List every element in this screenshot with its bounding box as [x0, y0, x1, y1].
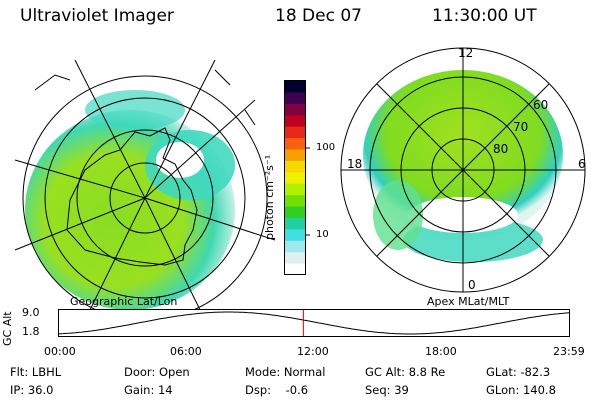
colorbar-swatch	[285, 240, 305, 253]
info-dsp: Dsp: -0.6	[245, 383, 309, 397]
gc-alt-xtick-0000: 00:00	[44, 345, 76, 358]
colorbar-tick-10: 10	[316, 229, 329, 240]
colorbar-tick-100: 100	[316, 142, 336, 153]
magnetic-caption: Apex MLat/MLT	[427, 295, 510, 308]
info-gain: Gain: 14	[124, 383, 173, 397]
colorbar-swatch	[285, 229, 305, 242]
gc-alt-xtick-1800: 18:00	[425, 345, 457, 358]
gc-alt-ylabel: GC Alt	[1, 311, 14, 346]
colorbar-swatch	[285, 126, 305, 139]
colorbar-swatch	[285, 103, 305, 116]
info-gcalt: GC Alt: 8.8 Re	[365, 365, 446, 379]
colorbar-swatch	[285, 149, 305, 162]
gc-alt-curve	[57, 311, 571, 335]
colorbar	[284, 80, 310, 276]
colorbar-swatch	[285, 206, 305, 219]
gc-alt-ytick-high: 9.0	[22, 306, 40, 319]
info-ip: IP: 36.0	[10, 383, 54, 397]
mlt-label-18: 18	[347, 157, 363, 171]
mlt-label-0: 0	[468, 278, 476, 292]
gc-alt-xtick-2359: 23:59	[553, 345, 585, 358]
colorbar-swatch	[285, 183, 305, 196]
colorbar-swatch	[285, 263, 305, 276]
mlat-label-60: 60	[533, 98, 549, 112]
gc-alt-ytick-low: 1.8	[22, 325, 40, 338]
info-glon: GLon: 140.8	[486, 383, 556, 397]
gc-alt-xtick-1200: 12:00	[297, 345, 329, 358]
instrument-title: Ultraviolet Imager	[20, 6, 174, 26]
colorbar-swatch	[285, 195, 305, 208]
info-mode: Mode: Normal	[245, 365, 326, 379]
magnetic-polar-image	[340, 47, 586, 293]
info-seq: Seq: 39	[365, 383, 409, 397]
info-flt: Flt: LBHL	[10, 365, 62, 379]
colorbar-swatch	[285, 115, 305, 128]
colorbar-unit-label: photon cm⁻²s⁻¹	[263, 154, 276, 240]
colorbar-swatch	[285, 172, 305, 185]
geographic-caption: Geographic Lat/Lon	[70, 295, 178, 308]
info-glat: GLat: -82.3	[486, 365, 551, 379]
date-label: 18 Dec 07	[275, 6, 362, 26]
geo-grid	[22, 75, 268, 321]
mlt-label-12: 12	[458, 46, 474, 60]
colorbar-swatch	[285, 92, 305, 105]
colorbar-swatch	[285, 252, 305, 265]
colorbar-swatch	[285, 160, 305, 173]
mag-grid	[340, 47, 586, 293]
info-door: Door: Open	[124, 365, 190, 379]
colorbar-swatch	[285, 138, 305, 150]
colorbar-swatch	[285, 81, 305, 93]
gc-alt-plot	[57, 309, 571, 337]
geographic-polar-image	[14, 59, 276, 321]
time-label: 11:30:00 UT	[432, 6, 537, 26]
mlt-label-6: 6	[578, 157, 586, 171]
mlat-label-80: 80	[493, 142, 509, 156]
gc-alt-xtick-0600: 06:00	[170, 345, 202, 358]
mlat-label-70: 70	[513, 120, 529, 134]
colorbar-swatch	[285, 217, 305, 230]
